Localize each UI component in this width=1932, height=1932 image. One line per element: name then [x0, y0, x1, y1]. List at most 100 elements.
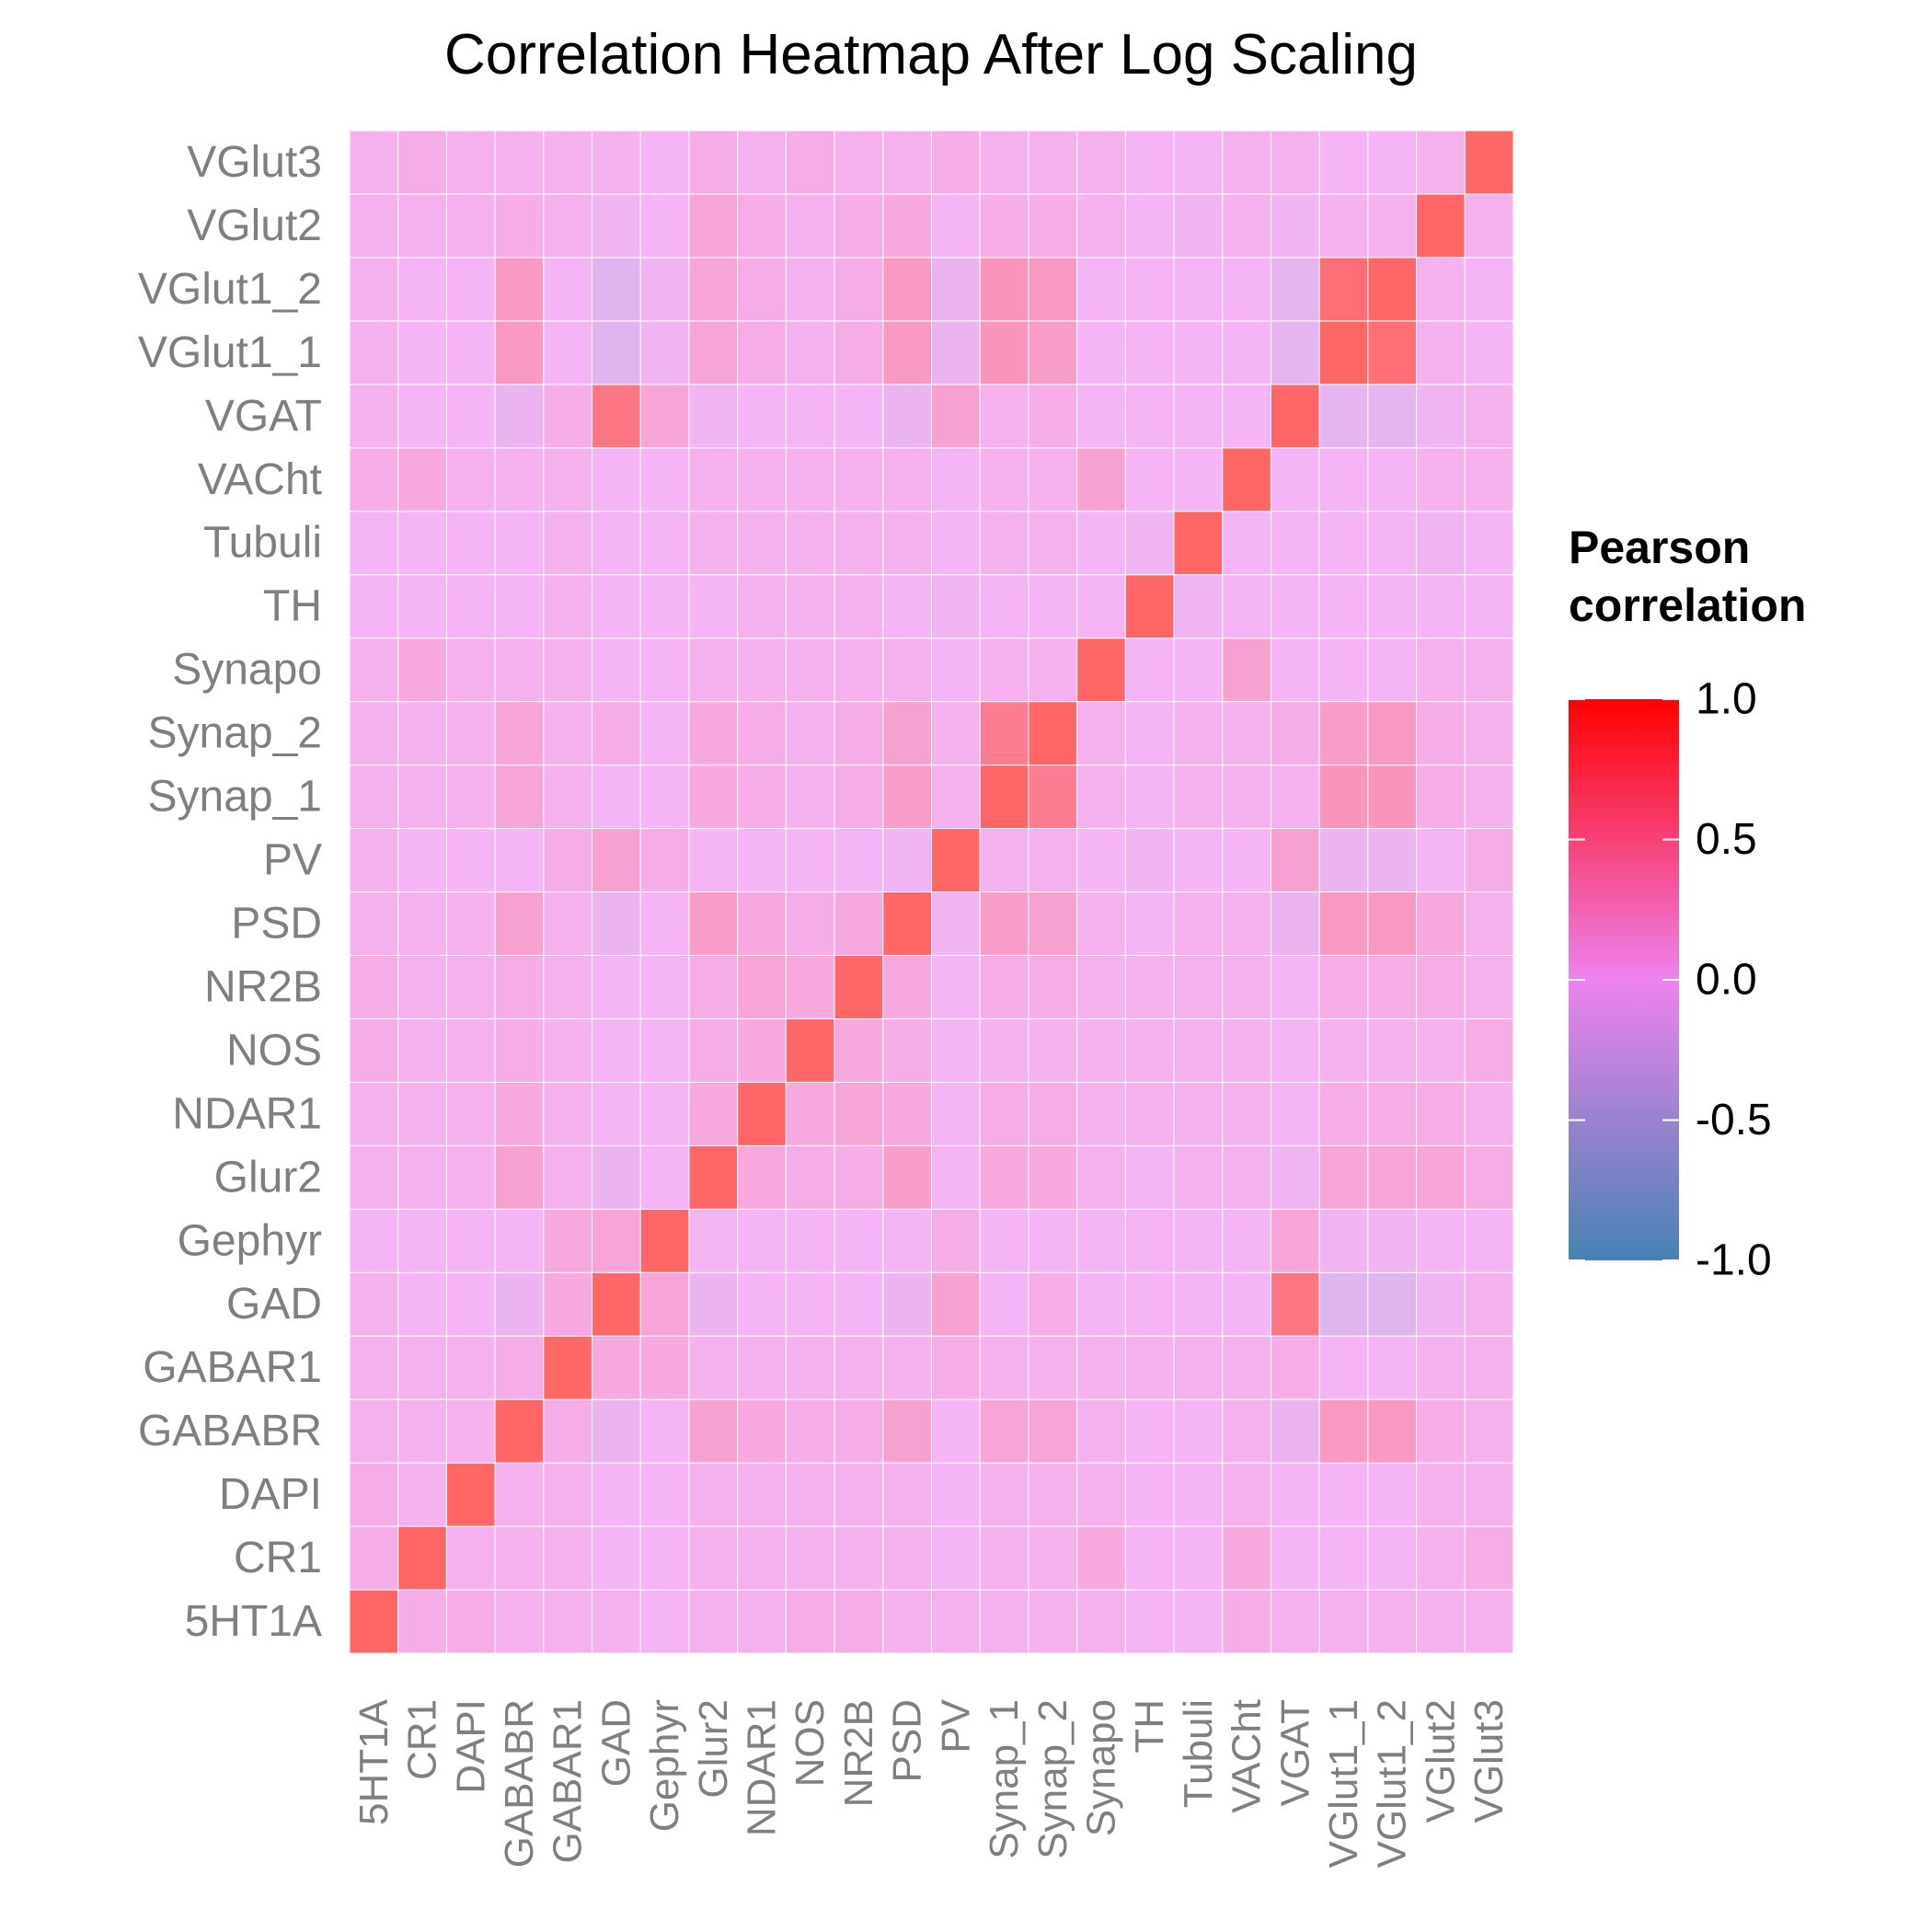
heatmap-cell	[688, 1018, 739, 1083]
heatmap-cell	[979, 765, 1029, 830]
heatmap-cell	[1270, 1525, 1320, 1591]
heatmap-cell	[1464, 1018, 1514, 1083]
heatmap-cell	[445, 320, 496, 385]
heatmap-cell	[1028, 257, 1078, 322]
heatmap-cell	[1318, 828, 1369, 893]
heatmap-cell	[1222, 257, 1271, 322]
heatmap-cell	[349, 1525, 399, 1591]
heatmap-cell	[882, 638, 933, 703]
heatmap-cell	[688, 574, 739, 639]
heatmap-cell	[445, 1398, 496, 1464]
heatmap-cell	[1318, 1208, 1369, 1273]
x-axis-labels: 5HT1A CR1 DAPI GABABR GABAR1 GAD Gephyr Glur2 ND…	[351, 1698, 1512, 1868]
heatmap-cell	[445, 447, 496, 512]
heatmap-cell	[397, 1208, 447, 1273]
heatmap-cell	[494, 1462, 545, 1527]
heatmap-cell	[1464, 1335, 1514, 1400]
x-tick-label: PV	[933, 1698, 978, 1753]
heatmap-cell	[737, 193, 787, 259]
heatmap-cell	[688, 765, 739, 830]
heatmap-cell	[397, 1589, 447, 1654]
heatmap-cell	[931, 1144, 981, 1210]
heatmap-cell	[397, 1271, 447, 1337]
legend-tick-label: 1.0	[1696, 675, 1757, 724]
heatmap-cell	[445, 574, 496, 639]
heatmap-cell	[592, 891, 641, 956]
heatmap-cell	[785, 1081, 835, 1146]
heatmap-cell	[1318, 1081, 1369, 1146]
heatmap-cell	[543, 1018, 593, 1083]
heatmap-cell	[543, 954, 593, 1019]
heatmap-cell	[785, 701, 835, 766]
heatmap-cell	[882, 954, 933, 1019]
heatmap-cell	[1076, 1398, 1126, 1464]
heatmap-cell	[1124, 384, 1175, 449]
heatmap-cell	[1318, 638, 1369, 703]
heatmap-cell	[349, 130, 399, 195]
heatmap-cell	[1028, 447, 1078, 512]
heatmap-cell	[1076, 1018, 1126, 1083]
heatmap-cell	[1464, 1525, 1514, 1591]
heatmap-cell	[1318, 1144, 1369, 1210]
y-tick-label: Gephyr	[178, 1216, 322, 1265]
heatmap-cell	[785, 891, 835, 956]
heatmap-cell	[1416, 1589, 1466, 1654]
heatmap-cell	[834, 1398, 884, 1464]
heatmap-cell	[1367, 1335, 1418, 1400]
y-tick-label: VGlut3	[187, 138, 322, 187]
heatmap-cell	[979, 1462, 1029, 1527]
x-tick-label: VGAT	[1272, 1699, 1317, 1807]
heatmap-cell	[785, 574, 835, 639]
heatmap-cell	[1173, 320, 1224, 385]
heatmap-cell	[349, 1271, 399, 1337]
heatmap-cell	[1318, 765, 1369, 830]
heatmap-cell	[882, 1335, 933, 1400]
heatmap-cell	[834, 384, 884, 449]
heatmap-cell	[834, 1335, 884, 1400]
heatmap-cell	[1270, 384, 1320, 449]
heatmap-cell	[1173, 701, 1224, 766]
heatmap-cell	[1028, 384, 1078, 449]
heatmap-cell	[349, 257, 399, 322]
heatmap-cell	[494, 1208, 545, 1273]
heatmap-cell	[785, 257, 835, 322]
y-tick-label: Glur2	[214, 1153, 322, 1202]
heatmap-cell	[494, 1144, 545, 1210]
heatmap-cell	[445, 1081, 496, 1146]
heatmap-cell	[639, 828, 690, 893]
heatmap-cell	[979, 1018, 1029, 1083]
heatmap-cell	[1173, 1525, 1224, 1591]
heatmap-cell	[639, 574, 690, 639]
heatmap-cell	[349, 701, 399, 766]
heatmap-cell	[931, 765, 981, 830]
heatmap-cell	[688, 447, 739, 512]
heatmap-cell	[1318, 320, 1369, 385]
heatmap-cell	[1222, 1271, 1271, 1337]
heatmap-cell	[737, 701, 787, 766]
heatmap-cell	[979, 1335, 1029, 1400]
y-tick-label: NR2B	[204, 962, 322, 1011]
heatmap-cell	[1270, 130, 1320, 195]
heatmap-cell	[1028, 765, 1078, 830]
heatmap-cell	[1173, 828, 1224, 893]
heatmap-cell	[1124, 1208, 1175, 1273]
heatmap-cell	[1222, 1398, 1271, 1464]
heatmap-cell	[543, 320, 593, 385]
heatmap-cell	[349, 574, 399, 639]
heatmap-cell	[1464, 193, 1514, 259]
x-tick-label: Gephyr	[642, 1699, 687, 1832]
heatmap-cell	[639, 1271, 690, 1337]
heatmap-cell	[1367, 1525, 1418, 1591]
heatmap-cell	[1416, 1081, 1466, 1146]
heatmap-cell	[1173, 1398, 1224, 1464]
heatmap-cell	[979, 1398, 1029, 1464]
heatmap-cell	[1124, 1525, 1175, 1591]
heatmap-cell	[543, 891, 593, 956]
heatmap-cell	[737, 257, 787, 322]
heatmap-cell	[494, 384, 545, 449]
heatmap-cell	[397, 701, 447, 766]
heatmap-cell	[834, 828, 884, 893]
heatmap-cell	[1028, 1271, 1078, 1337]
heatmap-cell	[1028, 701, 1078, 766]
